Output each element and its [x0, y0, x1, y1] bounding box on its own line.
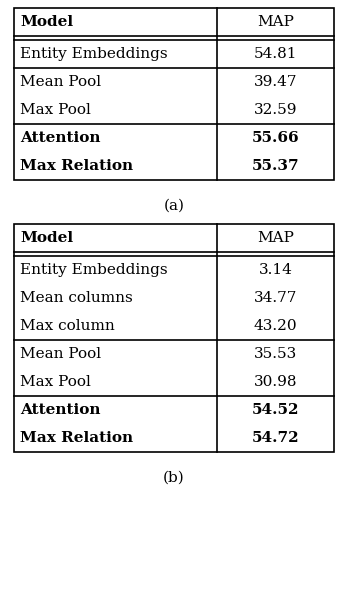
Text: 3.14: 3.14: [259, 263, 293, 277]
Text: Mean columns: Mean columns: [20, 291, 133, 305]
Text: 35.53: 35.53: [254, 347, 297, 361]
Text: Attention: Attention: [20, 403, 101, 417]
Text: Entity Embeddings: Entity Embeddings: [20, 47, 168, 61]
Text: Max Pool: Max Pool: [20, 375, 91, 389]
Text: Max column: Max column: [20, 319, 115, 333]
Text: (a): (a): [164, 199, 184, 213]
Text: Max Relation: Max Relation: [20, 431, 133, 445]
Text: Mean Pool: Mean Pool: [20, 347, 101, 361]
Text: Max Relation: Max Relation: [20, 159, 133, 173]
Text: Model: Model: [20, 15, 73, 29]
Text: 54.81: 54.81: [254, 47, 297, 61]
Text: MAP: MAP: [257, 15, 294, 29]
Text: 54.52: 54.52: [252, 403, 299, 417]
Text: 30.98: 30.98: [254, 375, 297, 389]
Text: 34.77: 34.77: [254, 291, 297, 305]
Bar: [14, 224, 334, 452]
Text: (b): (b): [163, 471, 185, 485]
Text: 55.37: 55.37: [252, 159, 299, 173]
Text: 32.59: 32.59: [254, 103, 297, 117]
Text: Entity Embeddings: Entity Embeddings: [20, 263, 168, 277]
Text: Mean Pool: Mean Pool: [20, 75, 101, 89]
Text: Max Pool: Max Pool: [20, 103, 91, 117]
Text: MAP: MAP: [257, 231, 294, 245]
Text: 54.72: 54.72: [252, 431, 299, 445]
Text: 55.66: 55.66: [252, 131, 299, 145]
Bar: [14, 8, 334, 180]
Text: Attention: Attention: [20, 131, 101, 145]
Text: 43.20: 43.20: [254, 319, 298, 333]
Text: Model: Model: [20, 231, 73, 245]
Text: 39.47: 39.47: [254, 75, 297, 89]
